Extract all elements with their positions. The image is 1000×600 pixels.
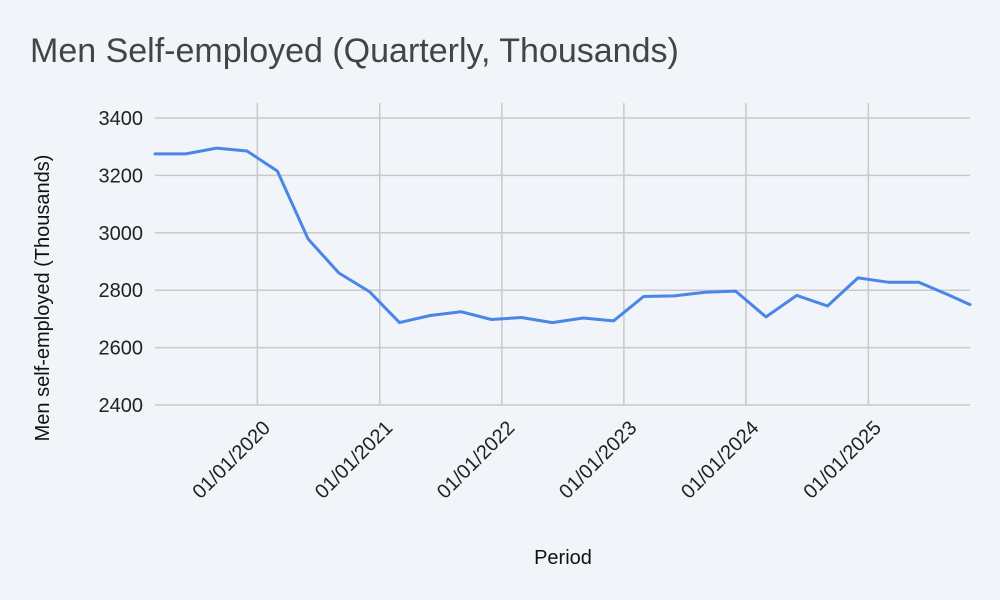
y-axis-label: Men self-employed (Thousands) bbox=[32, 155, 54, 442]
y-tick-label: 3000 bbox=[99, 223, 144, 245]
y-tick-label: 2400 bbox=[99, 395, 144, 417]
x-tick-label: 01/01/2021 bbox=[311, 417, 397, 503]
chart-title: Men Self-employed (Quarterly, Thousands) bbox=[30, 32, 679, 70]
series-line bbox=[153, 146, 972, 325]
x-tick-label: 01/01/2025 bbox=[800, 417, 886, 503]
gridlines bbox=[155, 103, 970, 406]
y-tick-label: 3200 bbox=[99, 165, 144, 187]
x-tick-label: 01/01/2023 bbox=[555, 417, 641, 503]
x-tick-label: 01/01/2020 bbox=[189, 417, 275, 503]
x-tick-label: 01/01/2024 bbox=[677, 417, 763, 503]
x-axis-ticks: 01/01/2020 01/01/2021 01/01/2022 01/01/2023… bbox=[189, 417, 886, 503]
y-tick-label: 3400 bbox=[99, 108, 144, 130]
x-axis-label: Period bbox=[534, 547, 592, 569]
y-tick-label: 2600 bbox=[99, 338, 144, 360]
series-layer bbox=[153, 146, 972, 325]
y-tick-label: 2800 bbox=[99, 280, 144, 302]
x-tick-label: 01/01/2022 bbox=[433, 417, 519, 503]
y-axis-ticks: 2400 2600 2800 3000 3200 3400 bbox=[99, 108, 144, 417]
